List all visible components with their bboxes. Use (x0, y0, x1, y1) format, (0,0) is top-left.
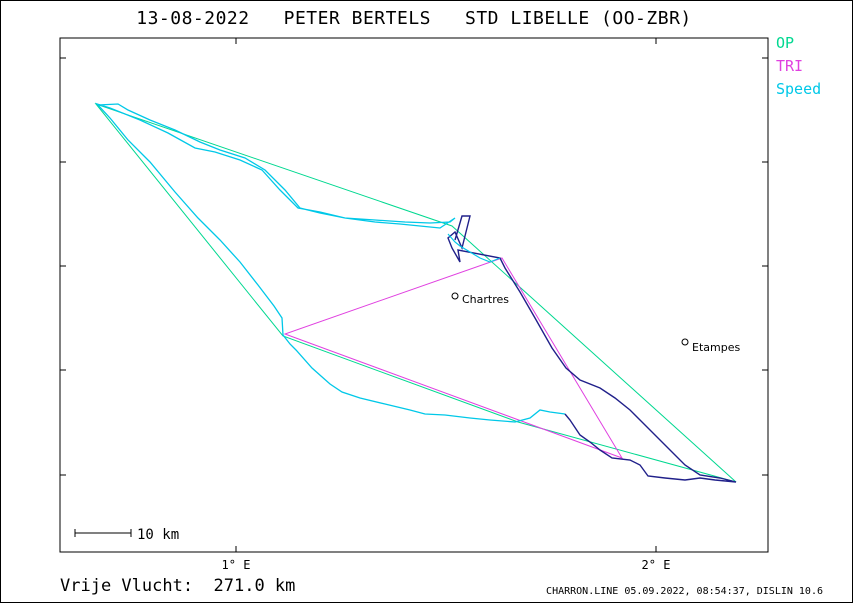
legend-speed: Speed (776, 80, 822, 98)
x-tick-label: 2° E (642, 558, 671, 572)
y-ticks (60, 38, 768, 552)
flight-track-local (447, 233, 501, 263)
place-marker-chartres (451, 292, 459, 300)
plot-area (59, 37, 769, 553)
place-label-etampes: Etampes (692, 341, 740, 354)
op-route (94, 102, 737, 483)
place-marker-etampes (681, 338, 689, 346)
flight-distance: Vrije Vlucht: 271.0 km (60, 576, 296, 596)
scale-bar (74, 529, 132, 537)
tri-route (283, 257, 624, 459)
place-label-chartres: Chartres (462, 293, 509, 306)
flight-track-cyan (94, 102, 566, 423)
page-title: 13-08-2022 PETER BERTELS STD LIBELLE (OO… (136, 8, 692, 29)
x-tick-label: 1° E (222, 558, 251, 572)
legend-tri: TRI (776, 57, 804, 75)
scale-bar-label: 10 km (137, 527, 179, 543)
credit-line: CHARRON.LINE 05.09.2022, 08:54:37, DISLI… (546, 586, 823, 597)
legend-op: OP (776, 34, 795, 52)
flight-track-dark (447, 215, 737, 483)
